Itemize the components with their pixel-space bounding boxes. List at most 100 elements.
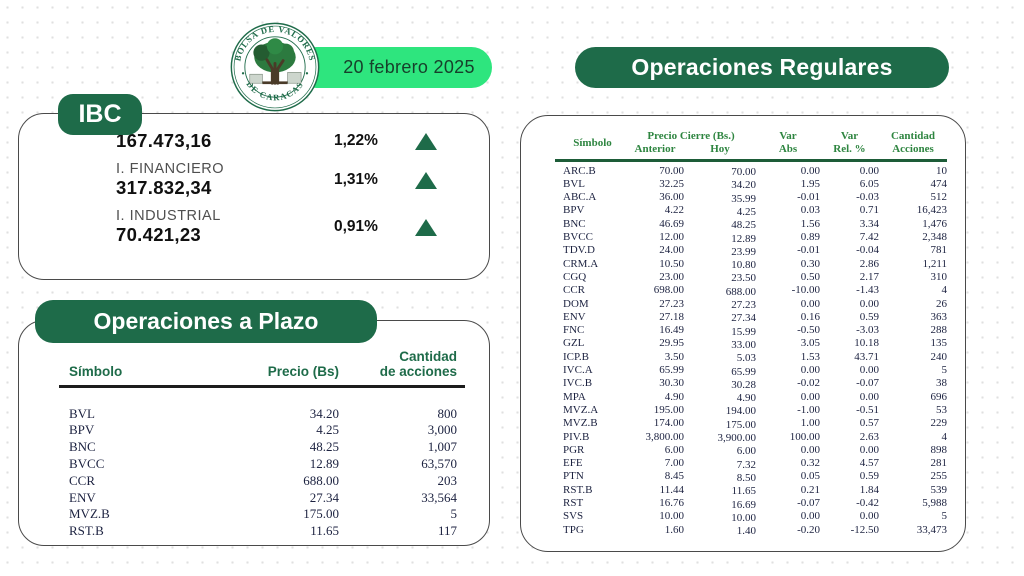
reg-cell-symbol: ARC.B [563,164,596,177]
reg-cell-var-rel: 0.00 [859,443,879,456]
reg-cell-var-abs: 0.89 [800,231,820,244]
reg-cell-symbol: RST.B [563,483,593,496]
reg-cell-prev: 3,800.00 [645,430,685,443]
plazo-cell-qty: 1,007 [427,439,457,455]
reg-col-var-abs-1: Var [779,130,797,142]
reg-cell-qty: 4 [941,430,948,443]
reg-cell-var-rel: 0.71 [859,204,879,217]
regulares-card: Símbolo Precio Cierre (Bs.) Var Var Cant… [520,115,966,552]
reg-cell-symbol: RST [563,497,584,510]
reg-cell-var-abs: 1.00 [800,417,820,430]
reg-cell-qty: 5 [941,510,948,523]
reg-cell-var-abs: 0.00 [800,443,820,456]
reg-cell-symbol: CCR [563,284,586,297]
plazo-cell-symbol: BVL [69,405,95,421]
date-badge: 20 febrero 2025 [296,47,492,88]
reg-cell-var-rel: -12.50 [850,523,879,536]
reg-cell-prev: 36.00 [659,191,684,204]
reg-cell-prev: 70.00 [659,164,684,177]
date-label: 20 febrero 2025 [343,57,475,77]
plazo-cell-qty: 5 [450,506,458,522]
plazo-cell-symbol: BVCC [69,455,105,471]
reg-cell-var-rel: 0.57 [859,417,879,430]
plazo-cell-symbol: ENV [69,489,96,505]
reg-cell-symbol: EFE [563,457,583,470]
index-value: 167.473,16 [116,130,212,151]
reg-cell-today: 5.03 [736,352,756,365]
reg-cell-var-rel: 10.18 [854,337,879,350]
reg-cell-var-abs: -0.02 [797,377,820,390]
reg-cell-var-abs: 0.30 [800,257,820,270]
reg-cell-symbol: ICP.B [563,350,589,363]
reg-cell-symbol: IVC.A [563,364,593,377]
reg-cell-var-rel: -0.42 [856,497,879,510]
plazo-cell-price: 12.89 [309,455,339,471]
plazo-cell-price: 34.20 [309,405,339,421]
regulares-table-row: SVS 10.00 10.00 0.00 0.00 5 [521,510,965,524]
reg-cell-qty: 38 [936,377,947,390]
ibc-index-list: 167.473,16 1,22% I. FINANCIERO 317.832,3… [19,114,489,255]
regulares-table-row: IVC.B 30.30 30.28 -0.02 -0.07 38 [521,377,965,391]
reg-cell-qty: 4 [941,284,948,297]
reg-cell-today: 4.25 [736,205,756,218]
index-label: I. INDUSTRIAL [116,208,221,224]
reg-cell-qty: 474 [930,177,948,190]
regulares-table-row: RST.B 11.44 11.65 0.21 1.84 539 [521,483,965,498]
reg-cell-prev: 32.25 [659,177,684,190]
up-triangle-icon [415,218,437,236]
reg-cell-prev: 11.44 [659,483,684,496]
reg-cell-var-abs: 1.53 [800,350,820,363]
reg-cell-today: 7.32 [736,458,756,471]
regulares-table-row: CCR 698.00 688.00 -10.00 -1.43 4 [521,284,965,298]
reg-col-qty-2: Acciones [892,143,934,155]
index-value: 70.421,23 [116,224,202,245]
reg-cell-var-abs: -0.01 [797,191,820,204]
regulares-table-row: MVZ.A 195.00 194.00 -1.00 -0.51 53 [521,403,965,418]
reg-cell-qty: 696 [930,390,948,403]
reg-cell-var-abs: 0.16 [800,310,820,323]
plazo-cell-symbol: BPV [69,422,95,438]
reg-cell-symbol: BVL [563,177,585,190]
reg-cell-var-abs: 0.00 [800,364,820,377]
reg-cell-symbol: IVC.B [563,377,593,390]
reg-cell-var-rel: 7.42 [859,231,879,244]
reg-cell-var-abs: 0.32 [800,457,820,470]
reg-cell-prev: 29.95 [659,337,684,350]
regulares-table-row: TPG 1.60 1.40 -0.20 -12.50 33,473 [521,523,965,538]
reg-cell-symbol: MVZ.B [563,417,598,430]
plazo-cell-qty: 63,570 [421,455,457,471]
reg-cell-prev: 195.00 [653,403,684,416]
reg-cell-today: 23.50 [731,272,756,285]
plazo-table-row: BNC 48.25 1,007 [19,439,489,456]
reg-cell-prev: 698.00 [653,284,684,297]
reg-cell-today: 35.99 [731,192,756,205]
reg-cell-var-abs: 0.00 [800,390,820,403]
reg-col-today: Hoy [710,143,730,155]
index-label: I. FINANCIERO [116,161,225,177]
reg-cell-prev: 16.49 [659,324,684,337]
reg-cell-qty: 5 [941,364,948,377]
reg-cell-qty: 255 [930,470,948,483]
reg-cell-symbol: DOM [563,297,589,310]
regulares-header-rule [555,159,947,162]
reg-cell-var-rel: 2.86 [859,257,879,270]
reg-cell-prev: 10.50 [659,257,684,270]
reg-cell-var-rel: 0.00 [859,164,879,177]
reg-cell-var-rel: -1.43 [856,284,879,297]
reg-cell-var-rel: 0.00 [859,364,879,377]
plazo-cell-symbol: CCR [69,472,96,488]
ibc-title: IBC [78,100,122,128]
reg-cell-prev: 27.18 [659,310,684,323]
regulares-table-row: MVZ.B 174.00 175.00 1.00 0.57 229 [521,417,965,431]
plazo-cell-symbol: BNC [69,439,96,455]
regulares-table-row: EFE 7.00 7.32 0.32 4.57 281 [521,457,965,471]
plazo-table-row: MVZ.B 175.00 5 [19,506,489,523]
regulares-table-row: DOM 27.23 27.23 0.00 0.00 26 [521,297,965,312]
plazo-card: Operaciones a Plazo Símbolo Precio (Bs) … [18,300,490,546]
reg-cell-today: 10.80 [731,259,756,272]
reg-cell-var-rel: -0.04 [856,244,879,257]
reg-cell-qty: 53 [936,403,947,416]
reg-cell-today: 194.00 [725,405,756,418]
regulares-table-row: ARC.B 70.00 70.00 0.00 0.00 10 [521,164,965,179]
